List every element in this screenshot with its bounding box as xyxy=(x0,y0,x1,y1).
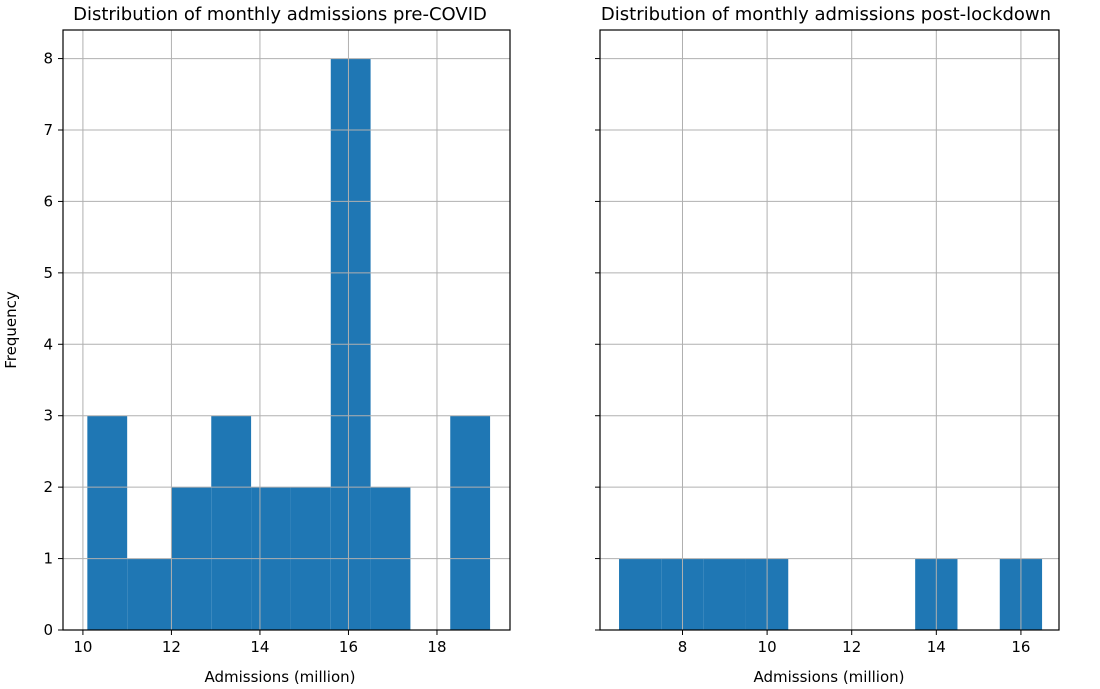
x-tick-label: 16 xyxy=(339,638,358,656)
x-tick-label: 10 xyxy=(73,638,92,656)
histogram-bar xyxy=(703,558,746,630)
histogram-bar xyxy=(619,558,662,630)
histogram-bar xyxy=(211,415,252,630)
x-tick-label: 14 xyxy=(927,638,946,656)
post-lockdown-chart-title: Distribution of monthly admissions post-… xyxy=(601,4,1051,25)
y-tick-label: 4 xyxy=(43,335,53,353)
y-tick-label: 7 xyxy=(43,121,53,139)
histogram-bar xyxy=(127,558,172,630)
y-axis-label: Frequency xyxy=(2,291,20,369)
x-tick-label: 14 xyxy=(250,638,269,656)
x-tick-label: 12 xyxy=(162,638,181,656)
x-tick-label: 16 xyxy=(1011,638,1030,656)
post-lockdown-plot-frame xyxy=(599,29,1060,631)
x-tick-label: 8 xyxy=(678,638,688,656)
post-lockdown-x-axis-label: Admissions (million) xyxy=(753,668,904,686)
post-lockdown-ticks: 8 10 12 14 16 xyxy=(595,58,1030,656)
y-tick-label: 6 xyxy=(43,192,53,210)
pre-covid-plot-frame xyxy=(62,29,511,631)
y-tick-label: 1 xyxy=(43,550,53,568)
x-tick-label: 10 xyxy=(758,638,777,656)
histogram-bar xyxy=(87,415,128,630)
post-lockdown-gridlines xyxy=(600,30,1059,631)
x-tick-label: 12 xyxy=(842,638,861,656)
y-tick-label: 3 xyxy=(43,407,53,425)
pre-covid-x-axis-label: Admissions (million) xyxy=(204,668,355,686)
y-tick-label: 5 xyxy=(43,264,53,282)
x-tick-label: 18 xyxy=(427,638,446,656)
histogram-bar xyxy=(450,415,491,630)
post-lockdown-histogram-panel: 8 10 12 14 16 Distribution of monthly admiss… xyxy=(595,4,1060,686)
pre-covid-chart-title: Distribution of monthly admissions pre-C… xyxy=(73,4,487,25)
pre-covid-gridlines xyxy=(63,30,510,631)
y-tick-label: 8 xyxy=(43,50,53,68)
y-tick-label: 2 xyxy=(43,478,53,496)
y-tick-label: 0 xyxy=(43,621,53,639)
